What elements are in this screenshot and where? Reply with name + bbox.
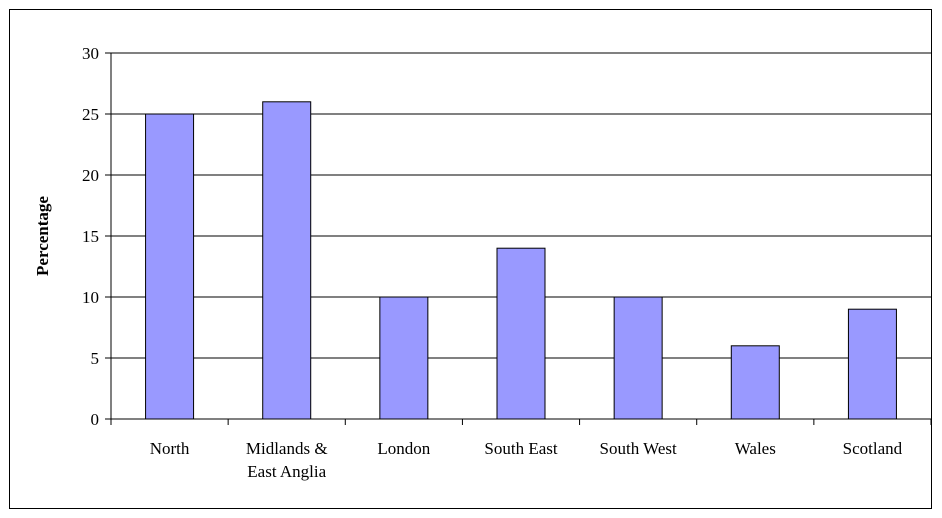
y-axis-title: Percentage: [33, 196, 52, 276]
bar: [730, 345, 780, 420]
bar: [262, 101, 312, 420]
bar: [496, 247, 546, 420]
y-tick-label: 5: [91, 349, 100, 368]
x-category-label: London: [377, 439, 430, 458]
y-tick-label: 15: [82, 227, 99, 246]
y-tick-labels: 0 5 10 15 20 25 30: [82, 44, 99, 429]
y-tick-label: 10: [82, 288, 99, 307]
y-tick-label: 20: [82, 166, 99, 185]
bars: [145, 101, 897, 420]
bar: [145, 113, 195, 420]
axes: [105, 52, 931, 425]
y-tick-label: 30: [82, 44, 99, 63]
x-category-label: South West: [600, 439, 677, 458]
x-category-label: Midlands & East Anglia: [246, 439, 328, 481]
y-tick-label: 25: [82, 105, 99, 124]
bar-chart: 0 5 10 15 20 25 30 North Midlands & East Anglia L…: [33, 44, 931, 481]
bar: [613, 296, 663, 420]
bar: [379, 296, 429, 420]
x-category-labels: North Midlands & East Anglia London South Ea…: [150, 439, 903, 481]
x-category-label: South East: [484, 439, 557, 458]
bar: [847, 308, 897, 420]
x-category-label: North: [150, 439, 190, 458]
x-category-label: Scotland: [843, 439, 903, 458]
chart-frame: 0 5 10 15 20 25 30 North Midlands & East Anglia L…: [9, 9, 932, 509]
x-category-label: Wales: [735, 439, 776, 458]
y-tick-label: 0: [91, 410, 100, 429]
gridlines: [111, 52, 931, 359]
